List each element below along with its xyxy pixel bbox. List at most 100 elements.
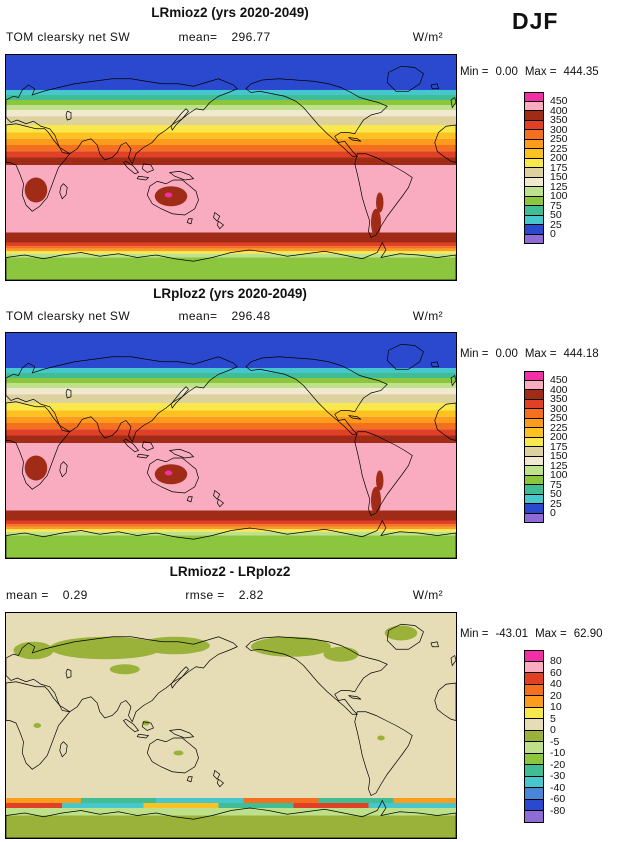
colorbar-box: [524, 149, 544, 159]
colorbar-box: [524, 215, 544, 225]
panel-title-lrploz2: LRploz2 (yrs 2020-2049): [153, 286, 307, 301]
colorbar-label: 60: [550, 666, 562, 679]
colorbar-box: [524, 475, 544, 485]
colorbar-box: [524, 380, 544, 390]
colorbar-label: 400: [550, 383, 568, 396]
colorbar-box: [524, 418, 544, 428]
colorbar-box: [524, 707, 544, 719]
colorbar-box: [524, 177, 544, 187]
max-label: Max =: [524, 348, 557, 360]
colorbar-label: 350: [550, 114, 568, 126]
colorbar-label: 25: [550, 497, 562, 510]
colorbar-box: [524, 753, 544, 765]
colorbar-box: [524, 225, 544, 235]
colorbar-box: [524, 130, 544, 140]
mean-stat: mean = 0.29: [6, 588, 152, 602]
colorbar-label: -10: [550, 747, 566, 759]
colorbar-label: -40: [550, 781, 566, 794]
colorbar-label: 25: [550, 218, 562, 231]
colorbar-box: [524, 811, 544, 823]
panel-subtitle-row-2: TOM clearsky net SW mean= 296.48 W/m²: [6, 309, 455, 323]
colorbar-box: [524, 742, 544, 754]
max-label: Max =: [535, 628, 567, 640]
mean-stat: mean= 296.77: [152, 30, 298, 44]
max-value: 444.35: [563, 66, 599, 78]
mean-value: 296.77: [231, 30, 271, 44]
colorbar-box: [524, 187, 544, 197]
panel-title-difference: LRmioz2 - LRploz2: [169, 564, 291, 579]
map-lrploz2: [5, 332, 457, 559]
colorbar-label: 100: [550, 190, 568, 202]
colorbar-label: 225: [550, 142, 568, 155]
colorbar-label: 20: [550, 689, 562, 702]
rmse-value: 2.82: [238, 588, 264, 602]
colorbar-label: 300: [550, 402, 568, 415]
colorbar-box: [524, 466, 544, 476]
colorbar-box: [524, 101, 544, 111]
colorbar-label: 0: [550, 507, 556, 519]
colorbar-box: [524, 120, 544, 130]
colorbar-box: [524, 234, 544, 244]
colorbar-label: -60: [550, 793, 566, 805]
colorbar-label: 200: [550, 152, 568, 164]
panel-subtitle-row-1: TOM clearsky net SW mean= 296.77 W/m²: [6, 30, 455, 44]
colorbar-lrploz2: 450 400 350 300 250 225 200 175 150 125 100 75 50 25 0: [524, 371, 568, 523]
map-lrmioz2: [5, 54, 457, 281]
panel-title-lrmioz2: LRmioz2 (yrs 2020-2049): [151, 5, 309, 20]
colorbar-box: [524, 650, 544, 662]
season-title: DJF: [512, 8, 559, 34]
min-label: Min =: [460, 628, 489, 640]
colorbar-box: [524, 206, 544, 216]
mean-value: 296.48: [231, 309, 271, 323]
colorbar-box: [524, 437, 544, 447]
colorbar-box: [524, 409, 544, 419]
colorbar-box: [524, 776, 544, 788]
max-value: 444.18: [563, 348, 599, 360]
colorbar-box: [524, 788, 544, 800]
colorbar-label: 300: [550, 123, 568, 136]
colorbar-label: -30: [550, 770, 566, 782]
colorbar-difference: 80 60 40 20 10 5 0 -5 -10 -20 -30 -40 -60 -80: [524, 650, 565, 823]
mean-label: mean=: [178, 30, 218, 44]
colorbar-box: [524, 719, 544, 731]
colorbar-label: 125: [550, 459, 568, 472]
colorbar-label: 175: [550, 161, 568, 174]
variable-label: TOM clearsky net SW: [6, 30, 131, 44]
colorbar-box: [524, 730, 544, 742]
min-label: Min =: [460, 66, 489, 78]
rmse-stat: rmse = 2.82: [152, 588, 298, 602]
mean-label: mean=: [178, 309, 218, 323]
min-value: 0.00: [495, 66, 518, 78]
colorbar-label: 5: [550, 712, 556, 725]
colorbar-box: [524, 684, 544, 696]
colorbar-box: [524, 661, 544, 673]
colorbar-label: -5: [550, 735, 560, 748]
colorbar-box: [524, 428, 544, 438]
colorbar-box: [524, 513, 544, 523]
colorbar-box: [524, 494, 544, 504]
colorbar-label: 50: [550, 209, 562, 221]
max-label: Max =: [524, 66, 557, 78]
colorbar-label: 225: [550, 421, 568, 434]
colorbar-label: -20: [550, 758, 566, 771]
max-value: 62.90: [573, 628, 603, 640]
colorbar-box: [524, 485, 544, 495]
colorbar-box: [524, 371, 544, 381]
mean-value: 0.29: [62, 588, 88, 602]
colorbar-box: [524, 765, 544, 777]
colorbar-label: 250: [550, 412, 568, 424]
colorbar-box: [524, 158, 544, 168]
colorbar-box: [524, 399, 544, 409]
colorbar-box: [524, 390, 544, 400]
colorbar-label: 450: [550, 374, 568, 386]
min-label: Min =: [460, 348, 489, 360]
colorbar-label: 200: [550, 431, 568, 443]
colorbar-label: 400: [550, 104, 568, 117]
colorbar-label: 50: [550, 488, 562, 500]
minmax-row-2: Min = 0.00 Max = 444.18: [460, 348, 642, 360]
map-canvas: [6, 55, 456, 280]
minmax-row-3: Min = -43.01 Max = 62.90: [460, 628, 642, 640]
colorbar-label: 10: [550, 701, 562, 713]
colorbar-label: 150: [550, 450, 568, 462]
variable-label: TOM clearsky net SW: [6, 309, 131, 323]
